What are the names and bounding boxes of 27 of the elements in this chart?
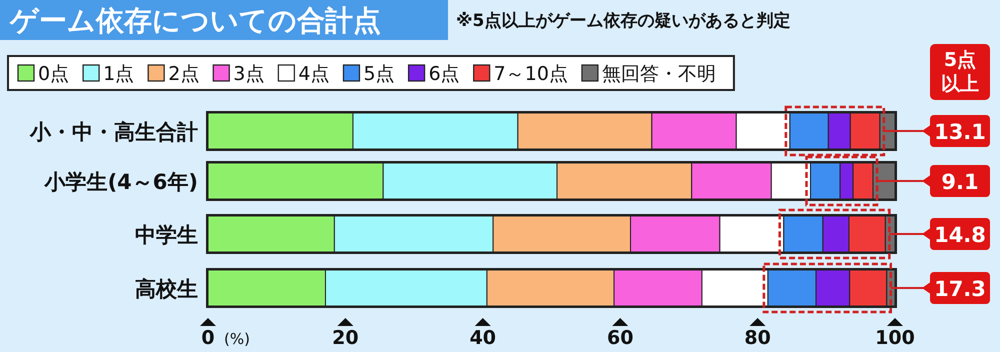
legend-label: 1点 <box>103 63 134 85</box>
y-tick-label: 高校生 <box>135 277 198 301</box>
text: 14.8 <box>934 223 986 247</box>
legend-label: 2点 <box>168 63 200 85</box>
x-tick-label: 20 <box>332 327 359 349</box>
legend-label: 無回答・不明 <box>602 63 716 85</box>
legend-label: 5点 <box>363 63 395 85</box>
legend-label: 7～10点 <box>494 63 568 85</box>
y-tick-label: 小学生(4～6年) <box>44 170 198 194</box>
legend-label: 6点 <box>428 63 460 85</box>
text: 9.1 <box>941 170 979 194</box>
x-tick-label: 40 <box>470 327 496 349</box>
x-tick-label: 60 <box>606 327 634 349</box>
text: 17.3 <box>934 277 986 301</box>
y-tick-label: 小・中・高生合計 <box>29 120 198 144</box>
text: 5点以上 <box>941 49 979 95</box>
legend-label: 0点 <box>38 63 70 85</box>
legend-label: 3点 <box>233 63 264 85</box>
text: 13.1 <box>934 120 986 144</box>
y-tick-label: 中学生 <box>135 223 198 247</box>
x-tick-label: 80 <box>744 327 771 349</box>
legend-label: 4点 <box>298 63 330 85</box>
chart-subtitle: ※5点以上がゲーム依存の疑いがあると判定 <box>456 11 790 31</box>
chart-title: ゲーム依存についての合計点 <box>9 4 381 37</box>
x-axis-title: (%) <box>224 330 250 348</box>
x-tick-label: 0 <box>201 327 215 349</box>
x-tick-label: 100 <box>875 327 915 349</box>
